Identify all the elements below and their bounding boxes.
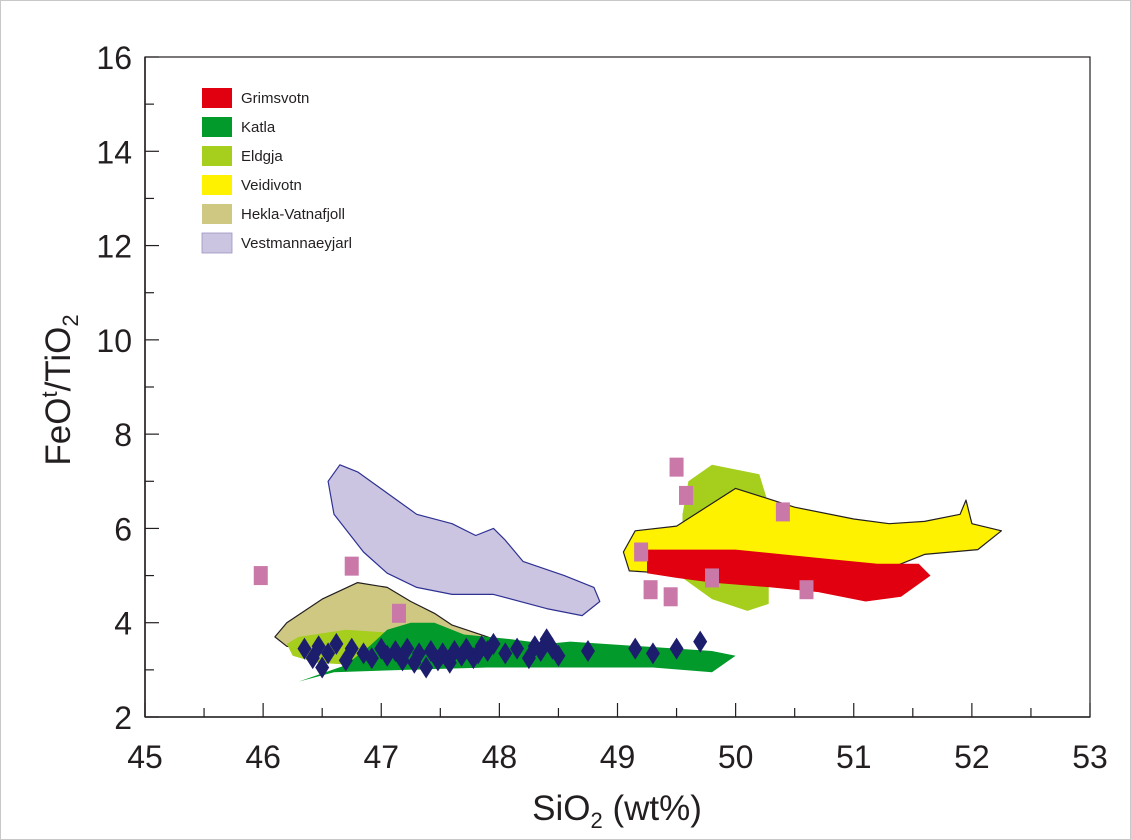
- x-axis-label-sub: 2: [590, 808, 602, 833]
- legend-label: Katla: [241, 119, 276, 136]
- legend-item: Katla: [202, 117, 276, 137]
- legend-swatch: [202, 146, 232, 166]
- legend-item: Veidivotn: [202, 175, 302, 195]
- diamond-point: [498, 642, 513, 665]
- field-grimsvotn: [647, 549, 931, 602]
- diamond-point: [645, 642, 660, 665]
- y-axis-label-sup: t: [37, 391, 62, 397]
- legend-label: Eldgja: [241, 148, 283, 165]
- legend-label: Vestmannaeyjarl: [241, 235, 352, 252]
- diamond-point: [669, 637, 684, 660]
- square-point: [775, 502, 790, 522]
- x-tick-label: 53: [1072, 739, 1108, 775]
- diamond-point: [297, 637, 312, 660]
- legend-swatch: [202, 117, 232, 137]
- legend-swatch: [202, 204, 232, 224]
- square-point: [799, 580, 814, 600]
- square-point: [643, 580, 658, 600]
- diamond-point: [344, 637, 359, 660]
- square-point: [253, 566, 268, 586]
- x-tick-label: 47: [363, 739, 399, 775]
- x-tick-label: 51: [836, 739, 872, 775]
- square-point: [391, 603, 406, 623]
- x-tick-label: 52: [954, 739, 990, 775]
- diamond-point: [693, 630, 708, 653]
- diamond-point: [628, 637, 643, 660]
- legend-swatch: [202, 88, 232, 108]
- y-axis-label: FeOt/TiO2: [37, 314, 83, 465]
- legend-label: Hekla-Vatnafjoll: [241, 206, 345, 223]
- legend-label: Veidivotn: [241, 177, 302, 194]
- square-point: [669, 457, 684, 477]
- diamond-point: [315, 656, 330, 679]
- diamond-point: [551, 644, 566, 667]
- y-axis-label-main: FeO: [39, 398, 78, 466]
- legend-item: Grimsvotn: [202, 88, 309, 108]
- y-axis-label-sub: 2: [58, 314, 83, 326]
- y-tick-label: 4: [114, 606, 132, 642]
- diamond-point: [412, 642, 427, 665]
- square-point: [679, 485, 694, 505]
- legend: Grimsvotn Katla Eldgja Veidivotn Hekla-Vatna…: [201, 88, 352, 254]
- y-axis-label-mid: /TiO: [39, 327, 78, 392]
- diamond-point: [329, 632, 344, 655]
- x-tick-label: 50: [718, 739, 754, 775]
- diamond-point: [364, 647, 379, 670]
- square-point: [634, 542, 649, 562]
- y-tick-label: 14: [96, 134, 132, 170]
- y-tick-label: 6: [114, 511, 132, 547]
- field-vestmannaeyjarl: [327, 464, 601, 617]
- square-point: [705, 568, 719, 588]
- x-axis-label-main: SiO: [532, 789, 590, 828]
- legend-item: Vestmannaeyjarl: [201, 232, 352, 254]
- legend-item: Hekla-Vatnafjoll: [202, 204, 345, 224]
- diamond-point: [400, 637, 415, 660]
- diamond-point: [510, 637, 525, 660]
- x-tick-label: 49: [600, 739, 636, 775]
- legend-label: Grimsvotn: [241, 90, 309, 107]
- y-tick-label: 8: [114, 417, 132, 453]
- diamond-point: [486, 632, 501, 655]
- plot-frame: [144, 56, 1091, 718]
- legend-swatch: [201, 232, 233, 254]
- y-tick-label: 16: [96, 40, 132, 76]
- x-tick-label: 48: [482, 739, 518, 775]
- legend-item: Eldgja: [202, 146, 283, 166]
- diamond-point: [419, 656, 434, 679]
- diamond-point: [321, 642, 336, 665]
- square-point: [344, 556, 359, 576]
- diamond-point: [580, 640, 595, 662]
- square-point: [663, 587, 678, 607]
- data-points: [253, 457, 814, 679]
- y-tick-label: 12: [96, 229, 132, 265]
- x-axis-label: SiO2 (wt%): [532, 789, 702, 833]
- x-axis-label-tail: (wt%): [603, 789, 702, 828]
- x-tick-label: 45: [127, 739, 163, 775]
- legend-swatch: [202, 175, 232, 195]
- y-tick-label: 2: [114, 700, 132, 736]
- axes: [144, 56, 1091, 718]
- y-tick-label: 10: [96, 323, 132, 359]
- x-tick-label: 46: [245, 739, 281, 775]
